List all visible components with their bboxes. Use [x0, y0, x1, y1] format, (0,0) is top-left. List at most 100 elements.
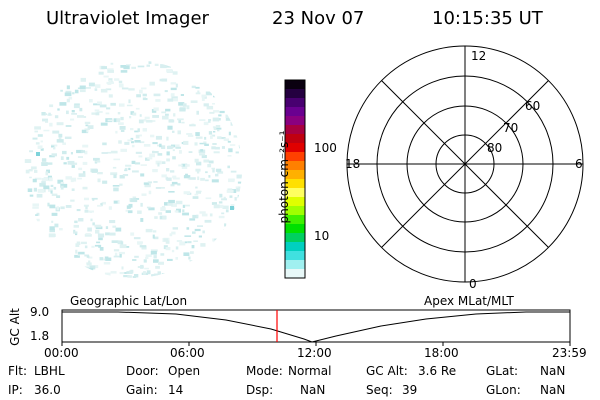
- uv-speckle: [80, 241, 87, 245]
- uv-speckle: [82, 144, 89, 148]
- uv-speckle: [225, 114, 232, 118]
- status-ip-value: 36.0: [34, 383, 61, 397]
- color-bar-tick-100: 100: [314, 141, 337, 155]
- uv-speckle: [117, 240, 123, 245]
- uv-speckle: [43, 129, 50, 132]
- lat-label-70: 70: [503, 121, 518, 135]
- uv-speckle: [91, 245, 95, 248]
- uv-speckle: [60, 183, 68, 188]
- uv-speckle: [84, 245, 88, 249]
- uv-speckle: [99, 104, 107, 108]
- uv-speckle: [214, 146, 220, 150]
- uv-speckle: [168, 191, 175, 193]
- uv-speckle: [146, 270, 151, 275]
- uv-speckle: [131, 160, 136, 164]
- uv-speckle: [108, 94, 113, 98]
- uv-speckle: [155, 265, 160, 269]
- uv-speckle: [205, 91, 212, 96]
- uv-speckle: [166, 151, 170, 156]
- uv-speckle: [217, 171, 224, 174]
- uv-speckle: [132, 112, 137, 116]
- uv-speckle: [36, 193, 43, 198]
- mlt-label-right: 6: [575, 157, 583, 171]
- uv-speckle: [27, 188, 33, 192]
- uv-speckle: [95, 229, 100, 234]
- uv-speckle: [153, 236, 159, 240]
- uv-speckle: [205, 171, 208, 174]
- uv-speckle: [140, 173, 145, 177]
- uv-speckle: [74, 89, 79, 94]
- uv-speckle: [79, 90, 86, 93]
- uv-speckle: [77, 177, 82, 180]
- uv-speckle: [175, 146, 181, 149]
- uv-speckle: [201, 155, 207, 159]
- uv-speckle: [113, 200, 118, 204]
- uv-speckle: [211, 179, 219, 183]
- uv-speckle: [144, 267, 149, 270]
- status-gcalt-label: GC Alt:: [366, 364, 408, 378]
- uv-speckle: [219, 193, 223, 198]
- uv-speckle: [83, 116, 87, 118]
- uv-speckle: [194, 228, 201, 232]
- uv-speckle: [48, 233, 55, 238]
- status-gain-label: Gain:: [126, 383, 158, 397]
- uv-speckle: [133, 237, 141, 240]
- uv-speckle: [72, 92, 75, 95]
- color-bar-band: [285, 134, 305, 144]
- uv-speckle: [198, 235, 202, 238]
- uv-speckle: [60, 181, 65, 186]
- lat-label-80: 80: [487, 141, 502, 155]
- uv-speckle: [211, 202, 217, 205]
- uv-speckle: [47, 175, 52, 179]
- uv-speckle: [193, 240, 198, 242]
- uv-speckle: [87, 267, 94, 271]
- color-bar-band: [285, 233, 305, 243]
- uv-speckle: [204, 136, 207, 140]
- uv-speckle: [189, 177, 196, 180]
- uv-speckle: [183, 175, 191, 179]
- uv-speckle: [89, 265, 96, 270]
- uv-speckle: [113, 118, 117, 123]
- uv-speckle: [94, 244, 101, 247]
- uv-speckle: [167, 258, 173, 261]
- color-bar-tick-10: 10: [314, 229, 330, 243]
- uv-speckle: [134, 130, 139, 133]
- uv-speckle: [200, 149, 204, 152]
- uv-speckle: [149, 153, 155, 158]
- uv-speckle: [171, 96, 178, 100]
- uv-speckle: [73, 231, 78, 234]
- uv-speckle: [120, 241, 124, 245]
- uv-speckle: [145, 228, 153, 233]
- uv-speckle: [118, 251, 125, 255]
- uv-speckle: [152, 234, 155, 239]
- uv-speckle: [65, 125, 72, 127]
- uv-speckle: [132, 196, 137, 200]
- uv-speckle: [84, 150, 88, 155]
- uv-speckle: [204, 143, 209, 146]
- uv-speckle: [42, 118, 48, 122]
- uv-speckle: [58, 133, 63, 138]
- uv-speckle: [98, 71, 104, 75]
- uv-speckle: [148, 190, 152, 195]
- uv-speckle: [50, 184, 54, 187]
- uv-speckle: [32, 137, 38, 140]
- uv-speckle: [34, 177, 42, 180]
- uv-speckle: [129, 116, 132, 119]
- uv-speckle: [66, 156, 70, 160]
- uv-speckle: [237, 181, 242, 184]
- status-glat-value: NaN: [540, 364, 566, 378]
- uv-speckle: [79, 107, 83, 112]
- uv-speckle: [150, 251, 157, 255]
- uv-speckle: [147, 157, 153, 160]
- uv-speckle: [177, 130, 181, 135]
- uv-speckle: [40, 140, 43, 143]
- uv-speckle: [187, 177, 191, 180]
- uv-speckle: [114, 78, 120, 81]
- uv-speckle: [218, 118, 221, 121]
- uv-speckle: [120, 148, 127, 152]
- uv-speckle: [196, 214, 199, 218]
- uv-speckle: [195, 86, 200, 89]
- uv-speckle: [170, 170, 175, 173]
- uv-speckle: [86, 255, 90, 258]
- uv-speckle: [75, 243, 80, 247]
